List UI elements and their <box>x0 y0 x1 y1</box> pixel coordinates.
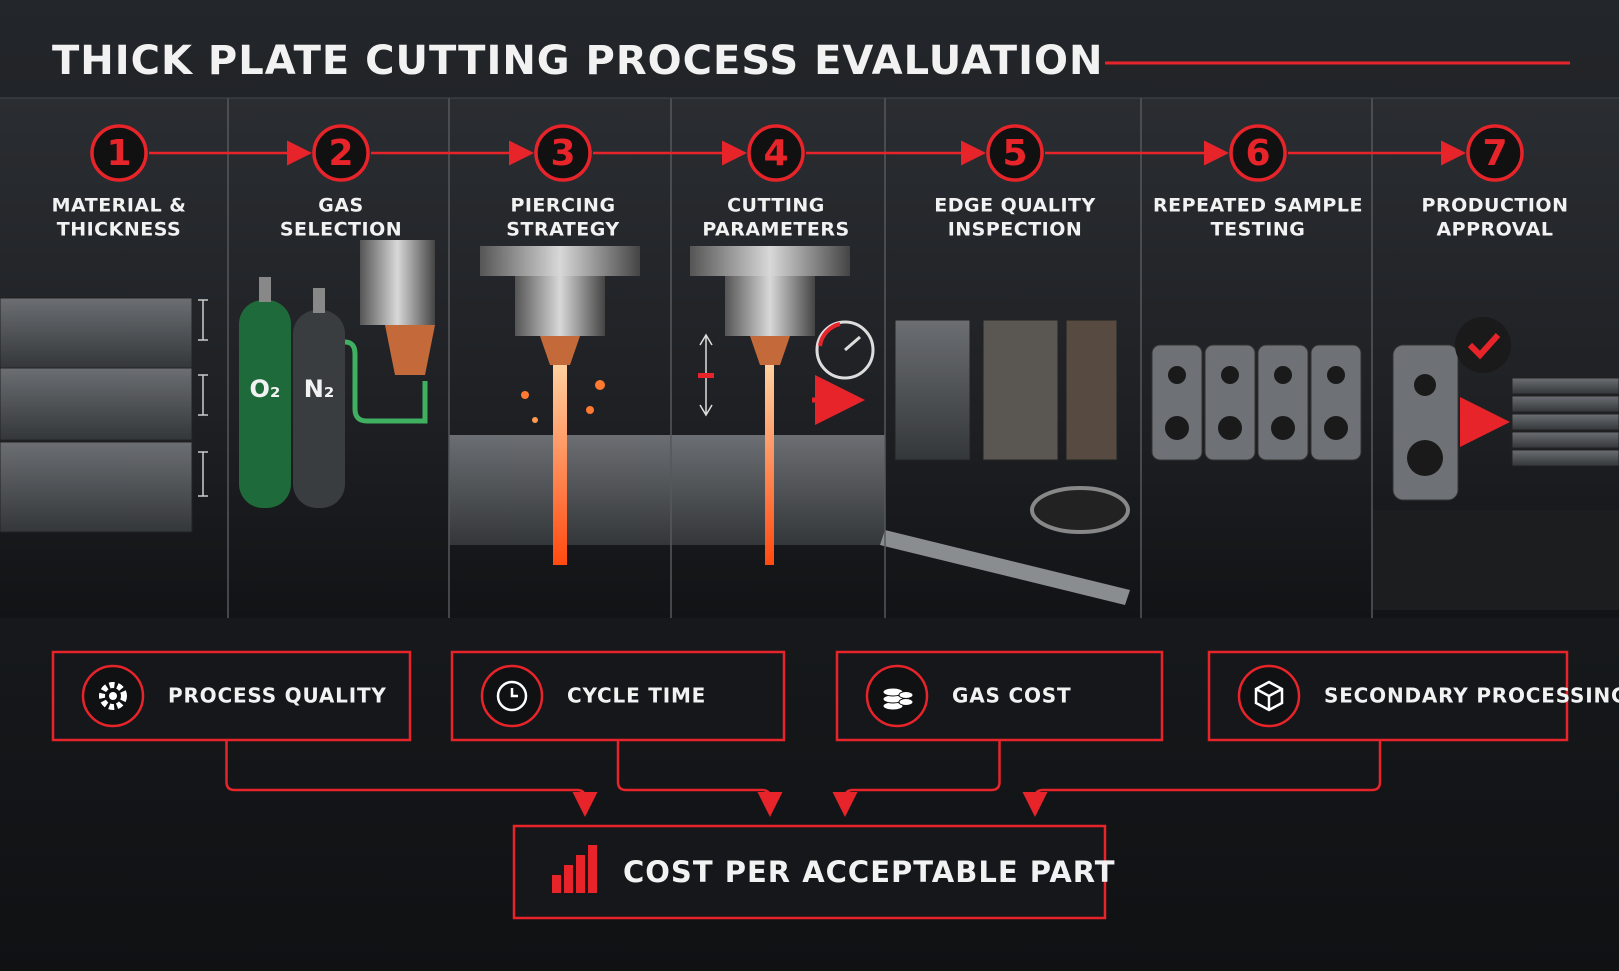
step-circle <box>534 124 592 182</box>
connector <box>616 740 783 817</box>
connector <box>832 740 1001 817</box>
step-label: MATERIAL & <box>52 195 187 217</box>
step-label: EDGE QUALITY <box>934 195 1096 217</box>
result: COST PER ACCEPTABLE PART <box>512 824 1116 920</box>
icon <box>1254 680 1284 712</box>
title: THICK PLATE CUTTING PROCESS EVALUATION <box>52 38 1103 84</box>
step-number: 5 <box>1002 133 1027 174</box>
edge-samples <box>880 319 1130 605</box>
step-circle <box>1466 124 1524 182</box>
title-row: THICK PLATE CUTTING PROCESS EVALUATION <box>52 38 1570 84</box>
gas-label: N₂ <box>304 375 335 403</box>
step-number: 4 <box>763 133 788 174</box>
piercing-head <box>449 246 671 565</box>
step-label: CUTTING <box>727 195 825 217</box>
step-circle <box>90 124 148 182</box>
step-label: PIERCING <box>510 195 615 217</box>
gas-label: O₂ <box>250 375 281 403</box>
icon <box>898 691 914 699</box>
result-icon-bar <box>552 875 561 893</box>
icon <box>109 692 117 700</box>
icon <box>99 682 127 710</box>
metric-label: GAS COST <box>952 684 1071 708</box>
step-number: 3 <box>550 133 575 174</box>
result-box <box>512 824 1107 920</box>
connector <box>225 740 598 817</box>
metric-label: CYCLE TIME <box>567 684 706 708</box>
connector <box>1022 740 1382 817</box>
step-circle <box>986 124 1044 182</box>
icon <box>898 698 914 706</box>
result-label: COST PER ACCEPTABLE PART <box>623 855 1116 889</box>
metric-label: PROCESS QUALITY <box>168 684 387 708</box>
metric-label: SECONDARY PROCESSING <box>1324 684 1619 708</box>
step-circle <box>1229 124 1287 182</box>
step-number: 2 <box>328 133 353 174</box>
step-number: 6 <box>1245 133 1270 174</box>
metrics: PROCESS QUALITY CYCLE TIME GAS COST SECONDA… <box>51 650 1619 817</box>
step-number: 1 <box>106 133 131 174</box>
step-circle <box>312 124 370 182</box>
step-circle <box>747 124 805 182</box>
step-label: GAS <box>318 195 363 217</box>
cutting-head <box>671 246 885 565</box>
illustrations <box>0 240 1619 610</box>
step-label: REPEATED SAMPLE <box>1153 195 1363 217</box>
plates <box>0 297 208 533</box>
result-icon-bar <box>576 855 585 893</box>
result-icon-bar <box>588 845 597 893</box>
step-label: PRODUCTION <box>1422 195 1569 217</box>
step-label: TESTING <box>1211 219 1306 241</box>
step-label: SELECTION <box>280 219 402 241</box>
step-label: APPROVAL <box>1436 219 1553 241</box>
test-parts <box>1151 344 1362 461</box>
result-icon-bar <box>564 865 573 893</box>
step-number: 7 <box>1482 133 1507 174</box>
step-label: PARAMETERS <box>702 219 849 241</box>
step-label: THICKNESS <box>57 219 182 241</box>
step-label: INSPECTION <box>948 219 1083 241</box>
icon <box>496 680 528 712</box>
step-label: STRATEGY <box>506 219 619 241</box>
gas-cylinders <box>239 240 435 508</box>
approved-part <box>1372 317 1619 610</box>
icon <box>510 688 518 698</box>
